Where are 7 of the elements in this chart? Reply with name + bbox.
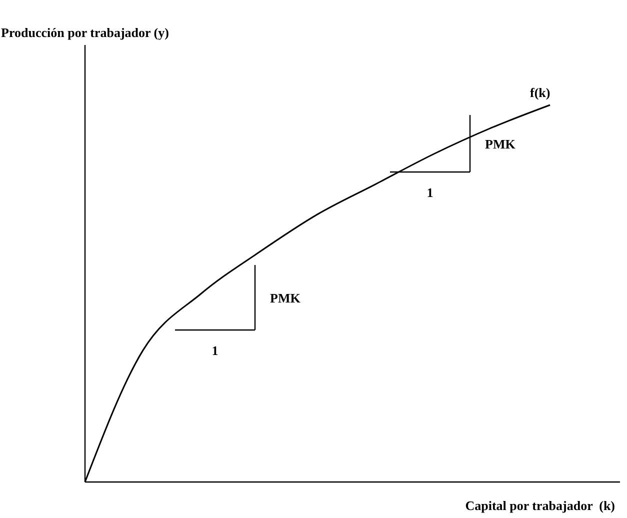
annotation: PMK (270, 290, 302, 306)
y-axis-title: Producción por trabajador (y) (1, 25, 169, 40)
annotation: PMK (485, 136, 516, 152)
annotation: 1 (426, 185, 434, 200)
text: f(k) (530, 85, 550, 100)
x-axis-title: Capital por trabajador (k) (465, 498, 615, 513)
annotation: 1 (212, 343, 218, 358)
